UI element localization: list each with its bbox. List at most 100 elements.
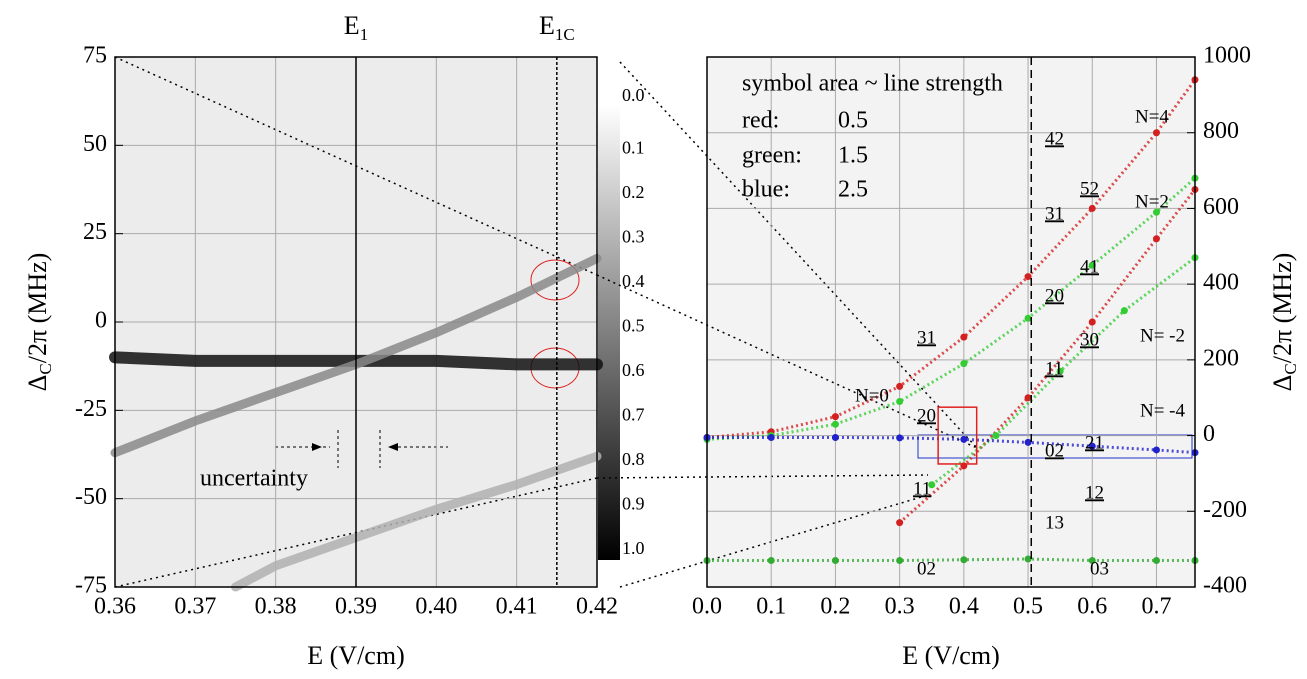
curve-label: N= -4 [1140, 400, 1186, 421]
x-tick-label: 0.6 [1077, 594, 1107, 620]
vline-label-sub: 1 [360, 25, 369, 44]
trace [231, 451, 602, 592]
curve-label: 52 [1080, 178, 1099, 199]
y-title-symbol: Δ [1268, 375, 1297, 392]
y-title-rest: /2π (MHz) [1268, 253, 1297, 364]
trace [706, 78, 1197, 439]
curve-label: 30 [1080, 329, 1099, 350]
colorbar-tick-label: 0.6 [622, 360, 645, 380]
curve-label: 12 [1085, 482, 1104, 503]
x-tick-label: 0.3 [885, 594, 915, 620]
curve-label: N=4 [1135, 106, 1169, 127]
dot [1088, 442, 1096, 450]
trace [706, 177, 1196, 441]
y-tick-label: -75 [75, 573, 107, 599]
curve-label: 20 [917, 405, 936, 426]
x-tick-label: 0.1 [756, 594, 786, 620]
vline-label: E1 [344, 11, 368, 44]
x-tick-label: 0.38 [255, 594, 297, 620]
x-tick-label: 0.5 [1013, 594, 1043, 620]
y-title-sub: C [36, 363, 55, 374]
y-tick-label: -200 [1203, 497, 1247, 523]
x-tick-label: 0.4 [949, 594, 979, 620]
dot [1152, 446, 1160, 454]
uncertainty-arrows [275, 430, 448, 468]
y-tick-label: 0 [95, 308, 107, 334]
x-axis-title: E (V/cm) [902, 641, 999, 670]
dot [1088, 318, 1096, 326]
dot [1024, 438, 1032, 446]
y-axis-title: ΔC/2π (MHz) [23, 253, 55, 392]
curve-label: 02 [917, 558, 936, 579]
dot [1024, 394, 1032, 402]
legend-text: red: [742, 108, 779, 134]
y-tick-label: -50 [75, 484, 107, 510]
zoom-box [937, 406, 978, 465]
dot [896, 382, 904, 390]
dot [767, 557, 775, 564]
colorbar-tick-label: 0.7 [622, 405, 645, 425]
dot [1152, 208, 1160, 216]
y-title-sub: C [1281, 363, 1300, 374]
curve-label: 13 [1045, 512, 1064, 533]
legend-text: symbol area ~ line strength [742, 71, 1003, 97]
colorbar-tick-label: 0.2 [622, 182, 645, 202]
dot [1088, 204, 1096, 212]
colorbar-tick-label: 0.4 [622, 271, 645, 291]
colorbar-tick-label: 0.3 [622, 227, 645, 247]
dot [992, 432, 1000, 440]
colorbar-tick-label: 0.9 [622, 494, 645, 514]
y-title-symbol: Δ [23, 375, 52, 392]
legend-text: 2.5 [838, 177, 868, 203]
curve-label: 41 [1080, 256, 1099, 277]
circle-marker [530, 259, 580, 301]
curve-label: 21 [1085, 432, 1104, 453]
y-tick-label: 1000 [1203, 43, 1251, 69]
curve-label: 31 [917, 327, 936, 348]
x-tick-label: 0.37 [174, 594, 216, 620]
y-title-rest: /2π (MHz) [23, 253, 52, 364]
dot [831, 413, 839, 421]
x-tick-label: 0.41 [496, 594, 538, 620]
colorbar-tick-label: 0.0 [622, 85, 645, 105]
dot [1152, 557, 1160, 564]
curve-label: 02 [1045, 440, 1064, 461]
x-tick-label: 0.0 [692, 594, 722, 620]
dot [767, 433, 775, 441]
y-tick-label: 400 [1203, 270, 1239, 296]
colorbar [598, 105, 620, 560]
x-axis-title: E (V/cm) [307, 641, 404, 670]
x-tick-label: 0.36 [94, 594, 136, 620]
curve-label: N=2 [1135, 191, 1169, 212]
dot [960, 556, 968, 564]
x-tick-label: 0.7 [1141, 594, 1171, 620]
curve-label: 03 [1090, 558, 1109, 579]
dot [1152, 129, 1160, 137]
colorbar-tick-label: 0.5 [622, 316, 645, 336]
curve-label: 31 [1045, 203, 1064, 224]
annotation: uncertainty [200, 466, 308, 492]
y-tick-label: 50 [83, 131, 107, 157]
legend-text: 1.5 [838, 143, 868, 169]
plot-frame [706, 56, 1196, 588]
y-tick-label: 600 [1203, 194, 1239, 220]
dot [896, 434, 904, 442]
dot [928, 481, 936, 489]
vline-label-main: E [344, 11, 360, 40]
colorbar-tick-label: 0.1 [622, 138, 645, 158]
dot [1088, 557, 1096, 564]
dot [896, 519, 904, 527]
dot [1152, 235, 1160, 243]
y-tick-label: 75 [83, 43, 107, 69]
y-tick-label: -400 [1203, 573, 1247, 599]
dot [960, 360, 968, 368]
zoom-box [917, 434, 1193, 459]
y-axis-title: ΔC/2π (MHz) [1268, 253, 1300, 392]
curve-label: 20 [1045, 285, 1064, 306]
dot [896, 557, 904, 564]
y-tick-label: 800 [1203, 118, 1239, 144]
curve-label: 42 [1045, 128, 1064, 149]
legend-text: blue: [742, 177, 790, 203]
dot [1024, 555, 1032, 563]
